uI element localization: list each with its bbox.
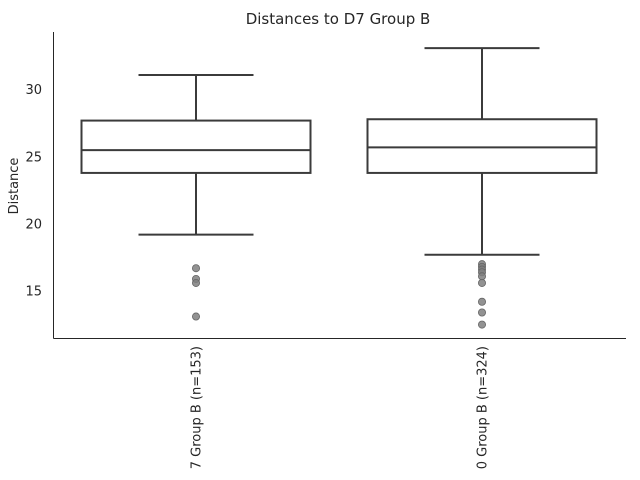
y-tick-label: 15 [25, 285, 42, 300]
y-axis-label: Distance [7, 158, 22, 215]
outlier-point [191, 264, 200, 273]
plot-area: 15 20 25 30 7 Group B (n=153) 0 Group B (n=32… [25, 47, 598, 469]
outlier-point [191, 312, 200, 321]
outlier-point [477, 272, 486, 281]
x-tick-label: 7 Group B (n=153) [190, 346, 205, 469]
chart-title: Distances to D7 Group B [246, 10, 431, 28]
outlier-point [477, 308, 486, 317]
box-iqr [80, 119, 312, 174]
outlier-point [477, 278, 486, 287]
outlier-point [477, 297, 486, 306]
y-tick-label: 30 [25, 83, 42, 98]
outlier-point [477, 320, 486, 329]
outlier-point [191, 278, 200, 287]
x-tick-label: 0 Group B (n=324) [476, 346, 491, 469]
box-iqr [366, 118, 598, 174]
y-tick-label: 25 [25, 150, 42, 165]
y-tick-label: 20 [25, 217, 42, 232]
